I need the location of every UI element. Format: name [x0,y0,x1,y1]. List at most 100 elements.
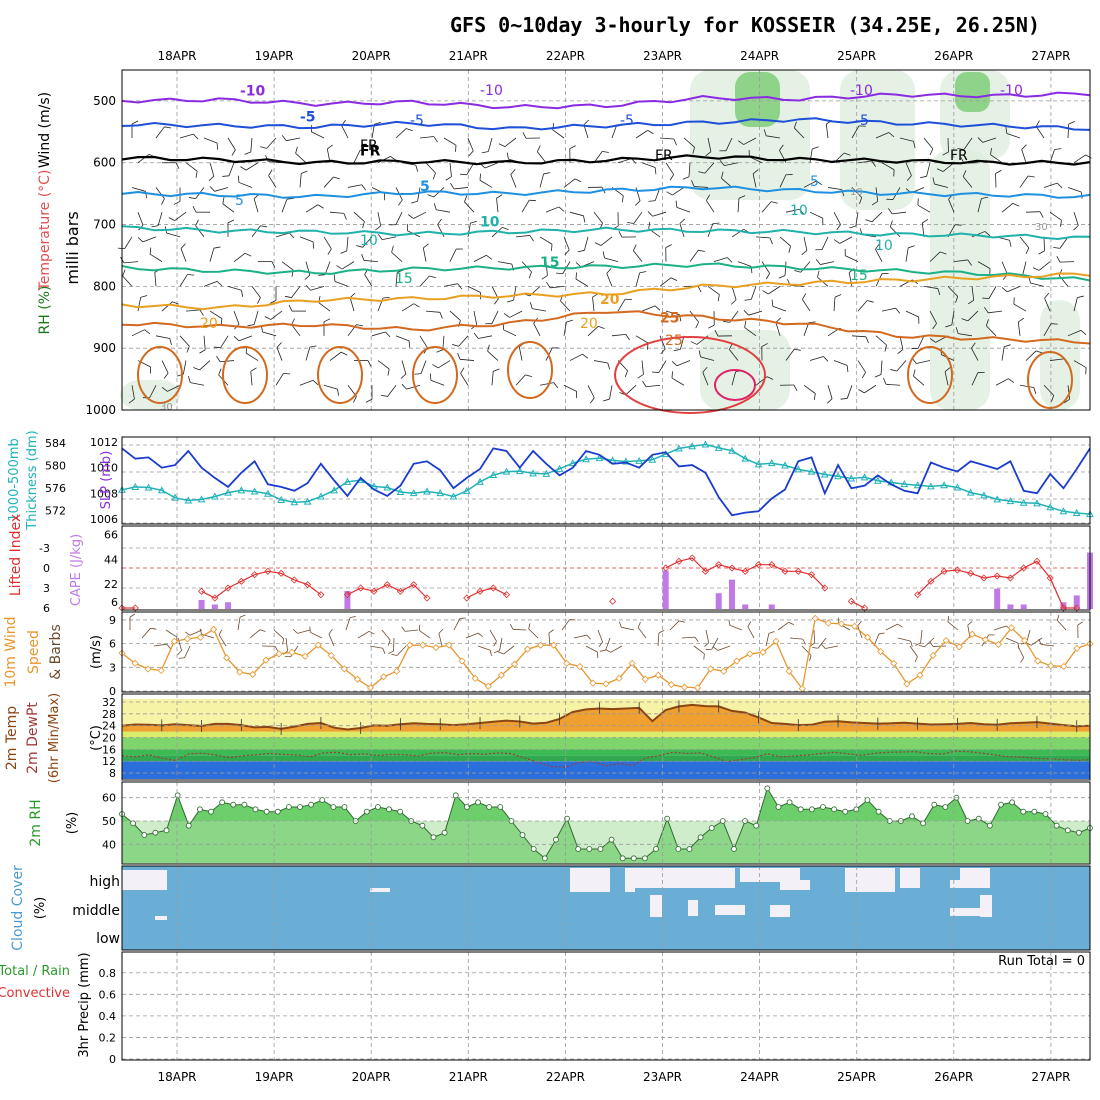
wind-barb [353,149,367,163]
li-line [347,583,428,599]
cloud-clear [688,900,698,916]
wind-barb [502,322,517,337]
wind-barb [802,293,811,312]
wind-barb [698,162,715,174]
thickness-point [277,495,285,503]
cape-bar [344,590,351,609]
li-point [609,597,617,605]
wind-barb [1049,148,1062,163]
thickness-point [993,495,1002,503]
wind-barb [803,180,823,188]
temp-band [122,737,1090,750]
y-tick-label: 580 [45,459,66,472]
wind-barb [833,211,841,231]
wind-barb [299,236,315,249]
rh-point [330,804,337,810]
wind-barb [401,626,419,632]
wind-barb [295,146,307,164]
wind-speed-point [249,670,257,678]
wind-speed-point [471,674,479,682]
rh-point [986,822,993,829]
wind-barb [618,231,637,238]
panel-frame [121,865,1091,951]
isotherm-label: 10 [480,215,500,231]
wind-barb [467,220,477,237]
wind-barb [698,350,715,361]
wind-barb [1017,317,1025,336]
wind-speed-point [458,657,466,665]
wind-barb [498,645,515,655]
wind-barb [953,259,972,266]
rh-point [630,855,637,862]
li-point [383,581,391,589]
wind-barb [689,249,705,262]
wind-speed-point [1034,657,1042,665]
wind-barb [395,187,403,206]
y-tick-label: 9 [109,614,116,627]
thickness-point [701,440,710,448]
rh-point [586,846,593,852]
date-label: 25APR [837,49,876,63]
wind-barb [681,636,699,643]
li-point [463,594,471,602]
li-point [251,571,259,579]
contour-label: FR [950,148,968,164]
wind-speed-point [981,636,989,644]
cape-bar [994,588,1001,609]
panel-frame [121,611,1091,693]
y-tick-label: 576 [45,482,66,495]
y-tick-label: 3 [43,582,50,595]
y-tick-label: 20 [102,732,116,745]
rh-point [831,806,837,813]
wind-barb [1001,285,1021,293]
wind-speed-point [497,671,505,679]
wind-barb [583,119,590,139]
thickness-point [250,487,259,495]
wind-barb [967,621,973,639]
li-point [370,587,378,595]
side-label: 1000-500mb [7,438,22,522]
side-label: 2m RH [28,799,44,846]
wind-barb [883,377,901,386]
wind-barb [213,335,229,349]
wind-barb [281,135,301,142]
wind-barb [971,231,991,238]
wind-barb [281,261,294,277]
wind-barb [539,382,559,389]
li-point [927,577,935,585]
wind-barb [849,212,859,229]
wind-10m-panel: 9 6 3 0 10m Wind Speed & Barbs (m/s) [3,611,1094,698]
wind-barb [149,247,163,262]
wind-barb [380,385,397,397]
rh-point [608,836,615,843]
wind-barb [597,629,604,647]
cape-bar [1007,604,1014,609]
wind-barb [509,623,527,631]
thickness-point [515,467,524,475]
y-tick-label: 1006 [90,513,118,526]
cloud-clear [370,888,390,892]
wind-barb [323,236,332,255]
rh-shade [840,70,915,210]
cloud-level-label: middle [72,903,120,919]
wind-barb [515,374,532,386]
wind-barb [185,309,204,316]
wind-barb [671,360,691,367]
wind-barb [487,344,499,361]
wind-barb [457,352,475,361]
li-point [1073,604,1081,612]
contour-label: 5 [810,174,819,190]
wind-barb [345,615,356,631]
rh-point [208,808,214,815]
wind-barb [833,294,842,312]
contour-label: -5 [855,113,869,129]
isotherm-loop [714,369,756,401]
side-label: (%) [33,897,48,920]
rh-point [786,799,793,806]
cloud-clear [950,880,960,888]
wind-barb [619,621,635,631]
thickness-point [648,455,657,463]
rh-point [1053,822,1060,829]
rh-point [697,834,704,841]
wind-barb [438,628,444,647]
